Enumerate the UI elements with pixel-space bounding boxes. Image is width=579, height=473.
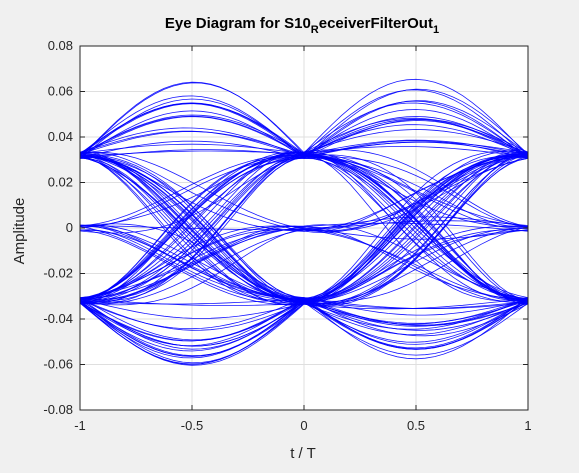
eye-trace: [79, 124, 529, 157]
eye-trace: [79, 155, 529, 301]
eye-trace: [79, 156, 529, 304]
x-tick-label: -0.5: [181, 418, 203, 433]
eye-trace: [79, 298, 529, 330]
y-tick-label: 0: [66, 220, 73, 235]
eye-trace: [79, 158, 529, 306]
x-tick-label: 1: [524, 418, 531, 433]
x-tick-label: -1: [74, 418, 86, 433]
x-tick-label: 0.5: [407, 418, 425, 433]
chart-title: Eye Diagram for S10ReceiverFilterOut1: [165, 15, 439, 36]
y-tick-label: 0.08: [48, 38, 73, 53]
eye-trace: [79, 225, 529, 304]
eye-trace: [79, 152, 529, 301]
y-tick-label: 0.04: [48, 129, 73, 144]
eye-trace: [79, 155, 529, 305]
x-axis-label: t / T: [290, 445, 316, 462]
y-axis-label: Amplitude: [11, 198, 28, 265]
eye-trace: [79, 226, 529, 327]
eye-traces: [79, 78, 529, 366]
eye-trace: [79, 224, 529, 324]
eye-trace: [79, 152, 529, 302]
x-tick-label: 0: [300, 418, 307, 433]
y-tick-label: -0.04: [43, 311, 73, 326]
eye-trace: [79, 157, 529, 310]
axis-ticks: -1 -0.5 0 0.5 1 -0.08 -0.06 -0.04 -0.02 0 0.02 0.04…: [43, 38, 531, 433]
eye-trace: [79, 102, 529, 301]
eye-trace: [79, 102, 529, 305]
y-tick-label: -0.06: [43, 357, 73, 372]
eye-trace: [79, 153, 529, 305]
y-tick-label: -0.08: [43, 402, 73, 417]
y-tick-label: 0.06: [48, 84, 73, 99]
y-tick-label: -0.02: [43, 266, 73, 281]
y-tick-label: 0.02: [48, 175, 73, 190]
